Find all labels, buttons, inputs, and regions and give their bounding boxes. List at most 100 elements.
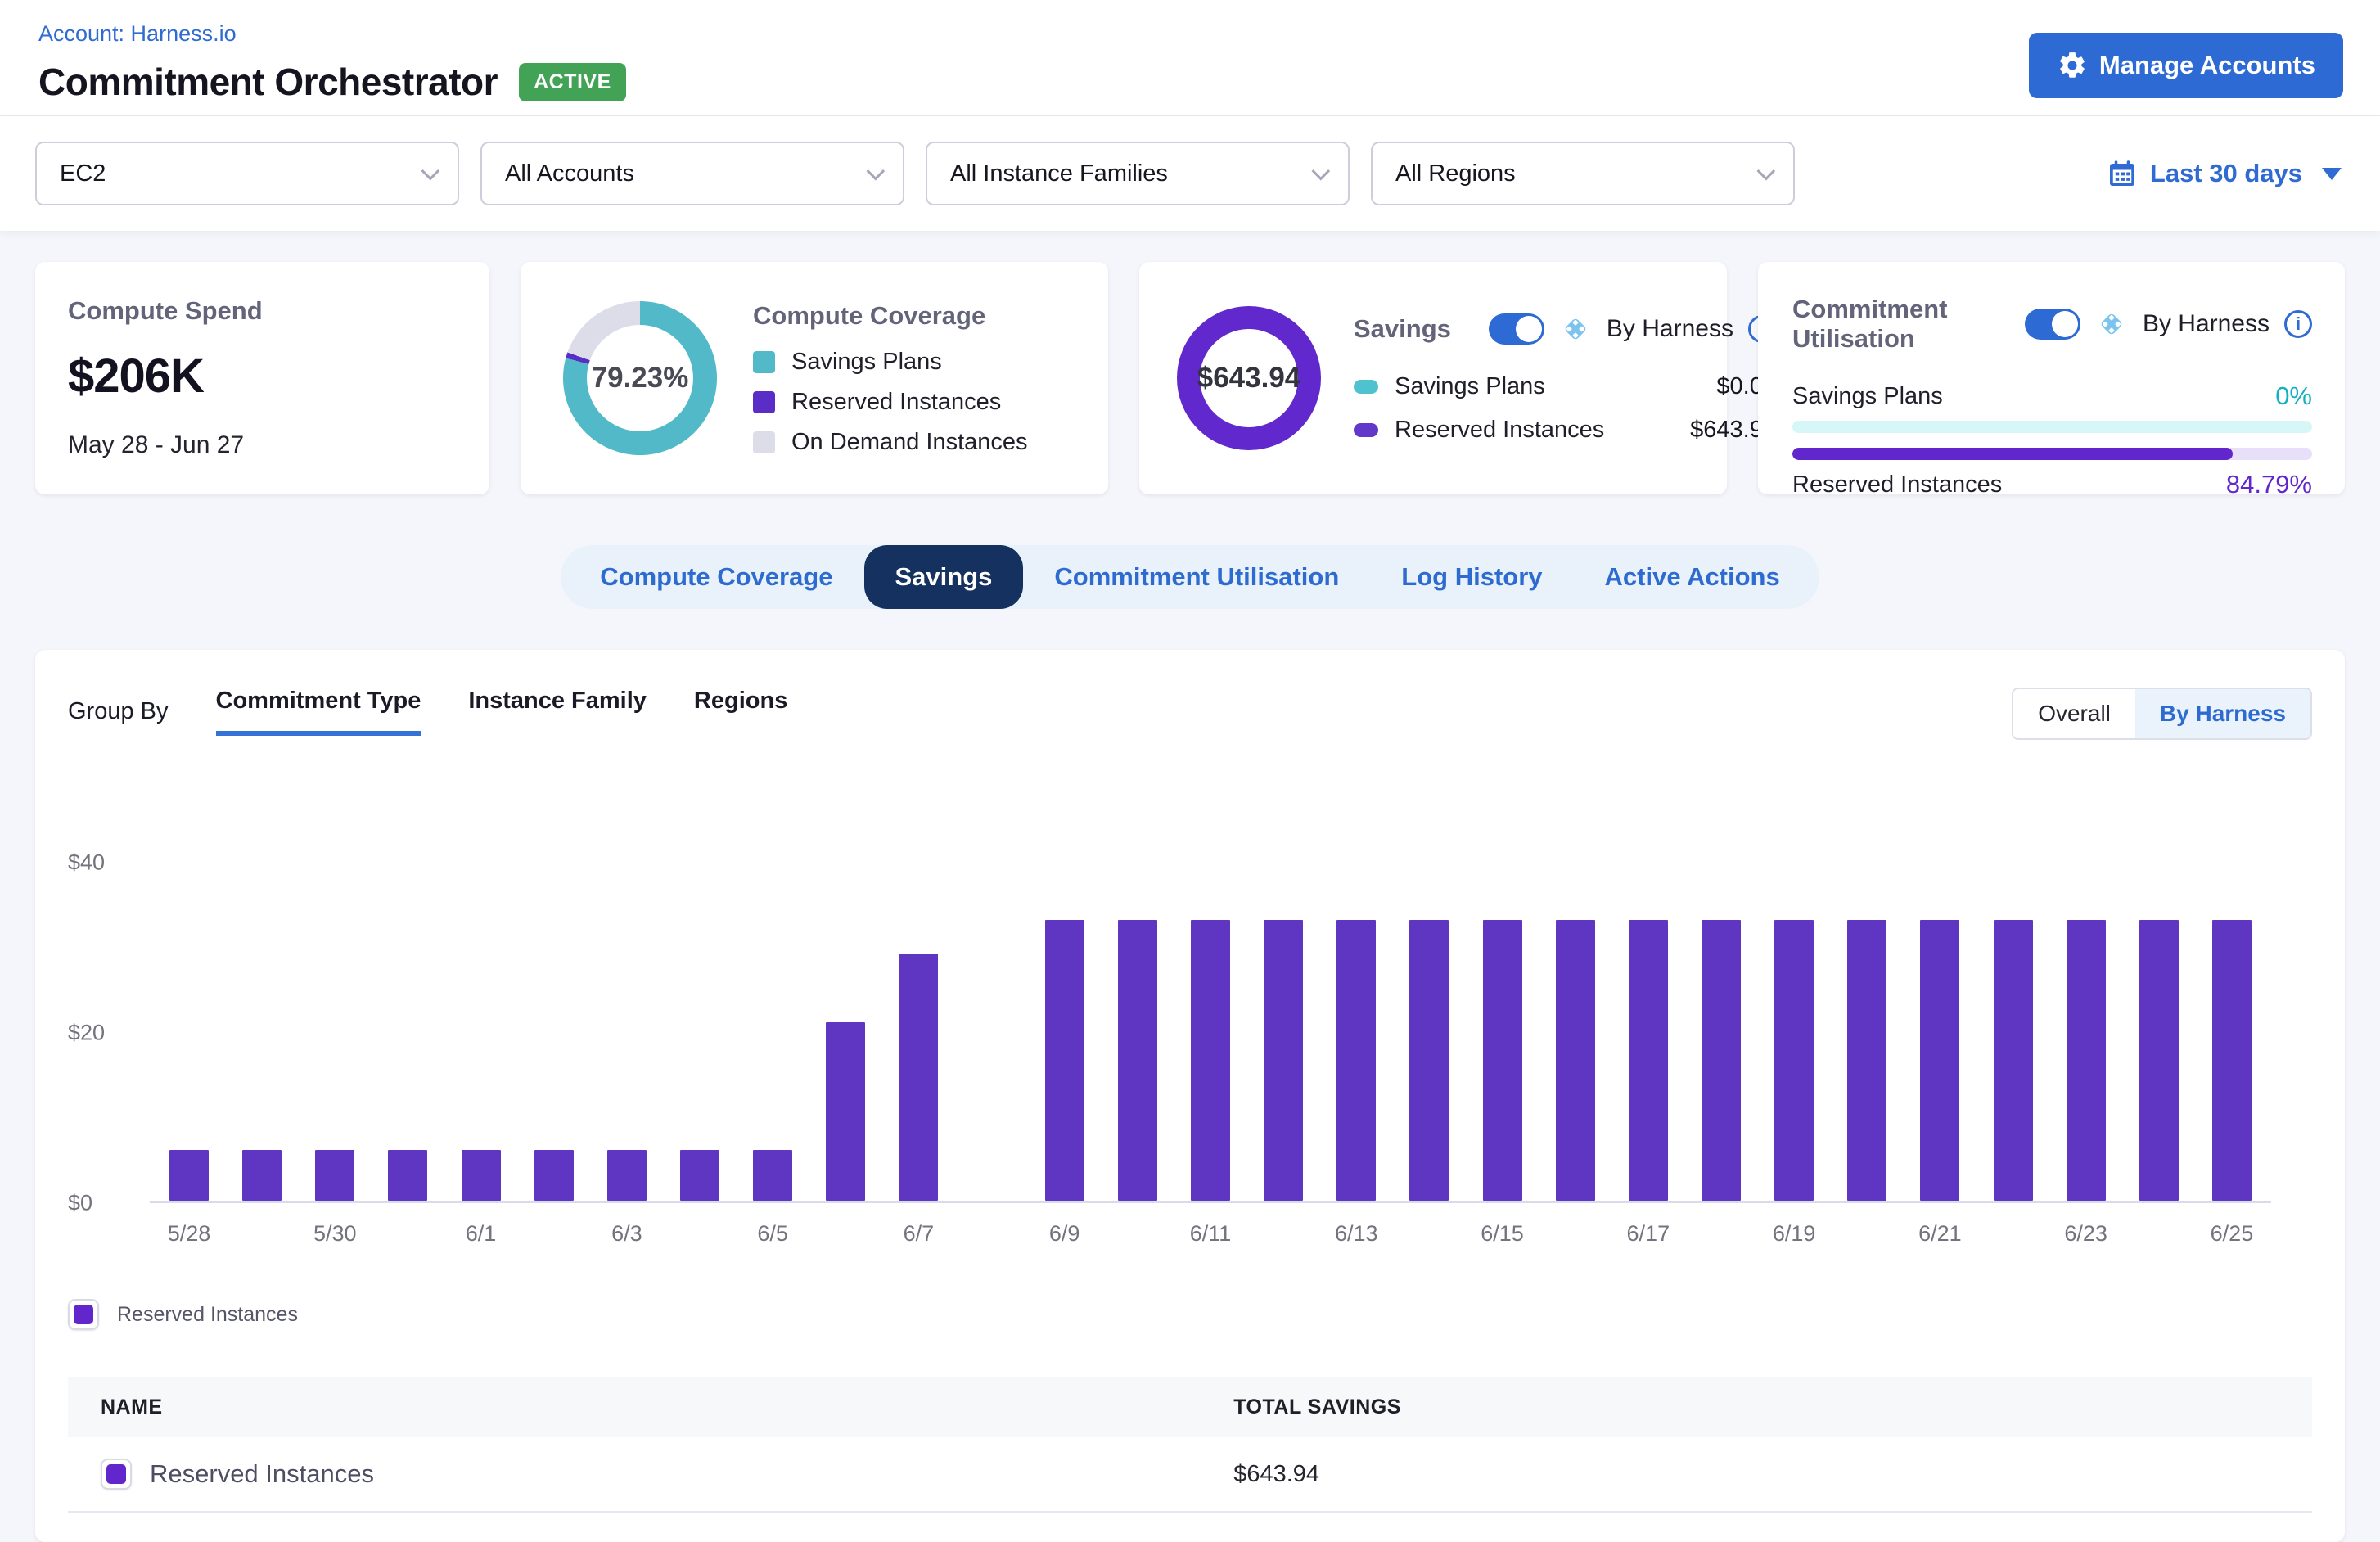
bar-slot: [826, 1022, 866, 1201]
bar-slot: [1264, 920, 1304, 1201]
x-tick: 6/9: [1045, 1221, 1084, 1247]
view-overall[interactable]: Overall: [2013, 689, 2135, 738]
tab-active-actions[interactable]: Active Actions: [1604, 562, 1780, 591]
main-tabs: Compute Coverage Savings Commitment Utilis…: [561, 545, 1819, 609]
row-checkbox[interactable]: [101, 1459, 132, 1490]
bar-6-20[interactable]: [1847, 920, 1887, 1201]
group-by-instance-family[interactable]: Instance Family: [468, 688, 647, 714]
group-by-commitment-type[interactable]: Commitment Type: [215, 688, 421, 736]
legend-swatch: [753, 431, 775, 453]
y-tick-label: $40: [68, 850, 106, 875]
bar-6-15[interactable]: [1482, 920, 1522, 1201]
bar-slot: [1336, 920, 1377, 1201]
bar-6-23[interactable]: [2066, 920, 2106, 1201]
savings-panel: Group By Commitment Type Instance Family R…: [35, 650, 2345, 1542]
table-row: Reserved Instances $643.94: [68, 1437, 2312, 1513]
y-axis: $0 $20 $40: [68, 850, 150, 1215]
x-tick-label: 6/1: [465, 1221, 497, 1246]
x-tick-label: 6/11: [1189, 1221, 1232, 1246]
legend-checkbox-fill: [74, 1305, 93, 1324]
utilisation-by-harness-toggle[interactable]: [2024, 309, 2080, 340]
bar-5-29[interactable]: [242, 1150, 282, 1201]
bar-6-3[interactable]: [606, 1150, 647, 1201]
tab-log-history[interactable]: Log History: [1401, 562, 1543, 591]
bar-6-11[interactable]: [1190, 920, 1230, 1201]
bar-6-24[interactable]: [2139, 920, 2179, 1201]
bar-slot: [1847, 920, 1887, 1201]
compute-coverage-title: Compute Coverage: [753, 300, 986, 330]
coverage-legend-item: Reserved Instances: [753, 389, 1028, 416]
manage-accounts-label: Manage Accounts: [2098, 51, 2315, 79]
bar-6-2[interactable]: [534, 1150, 574, 1201]
bar-6-14[interactable]: [1409, 920, 1449, 1201]
x-tick: 6/25: [2211, 1221, 2254, 1247]
bar-6-4[interactable]: [679, 1150, 719, 1201]
bar-6-1[interactable]: [461, 1150, 501, 1201]
chevron-down-icon: [1756, 161, 1776, 181]
bar-6-25[interactable]: [2211, 920, 2252, 1201]
bar-slot: [1190, 920, 1230, 1201]
bar-6-7[interactable]: [899, 954, 939, 1201]
group-by-label: Group By: [68, 698, 169, 724]
row-name-label: Reserved Instances: [150, 1459, 374, 1488]
legend-swatch: [1354, 423, 1378, 437]
bar-6-5[interactable]: [753, 1150, 793, 1201]
bar-5-28[interactable]: [169, 1150, 209, 1201]
tab-compute-coverage[interactable]: Compute Coverage: [600, 562, 833, 591]
x-tick: [534, 1221, 574, 1247]
filter-select-2[interactable]: All Instance Families: [926, 142, 1350, 205]
compute-spend-period: May 28 - Jun 27: [68, 431, 245, 458]
bar-6-6[interactable]: [826, 1022, 866, 1201]
bar-slot: [899, 954, 939, 1201]
savings-card: $643.94 Savings By Harness i Savings Pla…: [1139, 262, 1776, 494]
bar-slot: [1774, 920, 1814, 1201]
savings-by-harness-toggle[interactable]: [1488, 313, 1544, 345]
group-by-options: Commitment Type Instance Family Regions: [215, 688, 788, 736]
x-tick-label: 6/7: [903, 1221, 935, 1246]
x-tick: [1264, 1221, 1303, 1247]
utilisation-sp-bar: [1792, 421, 2312, 433]
legend-label: On Demand Instances: [791, 428, 1028, 455]
filter-select-0[interactable]: EC2: [35, 142, 459, 205]
coverage-percent: 79.23%: [591, 362, 689, 394]
filter-select-value: EC2: [60, 160, 106, 187]
filter-select-1[interactable]: All Accounts: [480, 142, 904, 205]
date-range-label: Last 30 days: [2149, 159, 2302, 187]
tab-commitment-utilisation[interactable]: Commitment Utilisation: [1054, 562, 1340, 591]
bar-slot: [1409, 920, 1449, 1201]
bar-6-21[interactable]: [1920, 920, 1960, 1201]
bar-6-9[interactable]: [1044, 920, 1084, 1201]
filter-select-value: All Instance Families: [950, 160, 1168, 187]
bar-6-10[interactable]: [1117, 920, 1157, 1201]
bar-6-18[interactable]: [1701, 920, 1741, 1201]
view-by-harness[interactable]: By Harness: [2134, 689, 2310, 738]
bar-6-16[interactable]: [1555, 920, 1595, 1201]
info-icon[interactable]: i: [2284, 310, 2312, 338]
bar-5-30[interactable]: [315, 1150, 355, 1201]
calendar-icon: [2107, 159, 2137, 188]
filter-bar: EC2 All Accounts All Instance Families All …: [0, 116, 2380, 231]
savings-row-label: Reserved Instances: [1395, 417, 1605, 443]
tab-savings[interactable]: Savings: [863, 545, 1024, 609]
bar-6-17[interactable]: [1628, 920, 1668, 1201]
commitment-utilisation-card: Commitment Utilisation By Harness i Savi…: [1758, 262, 2345, 498]
legend-checkbox[interactable]: [68, 1299, 99, 1330]
bar-6-19[interactable]: [1774, 920, 1814, 1201]
filter-select-3[interactable]: All Regions: [1371, 142, 1795, 205]
bar-6-13[interactable]: [1336, 920, 1377, 1201]
bar-5-31[interactable]: [388, 1150, 428, 1201]
bar-6-12[interactable]: [1264, 920, 1304, 1201]
coverage-legend-item: On Demand Instances: [753, 429, 1028, 456]
compute-spend-value: $206K: [68, 349, 205, 403]
account-link[interactable]: Account: Harness.io: [38, 21, 237, 46]
x-tick-label: 6/17: [1626, 1221, 1670, 1246]
group-by-regions[interactable]: Regions: [693, 688, 788, 714]
bar-slot: [1555, 920, 1595, 1201]
bar-slot: [753, 1150, 793, 1201]
bar-6-22[interactable]: [1993, 920, 2033, 1201]
date-range-picker[interactable]: Last 30 days: [2107, 159, 2342, 188]
coverage-legend-item: Savings Plans: [753, 349, 1028, 376]
manage-accounts-button[interactable]: Manage Accounts: [2028, 33, 2343, 98]
x-tick: 6/23: [2064, 1221, 2107, 1247]
bar-slot: [1993, 920, 2033, 1201]
